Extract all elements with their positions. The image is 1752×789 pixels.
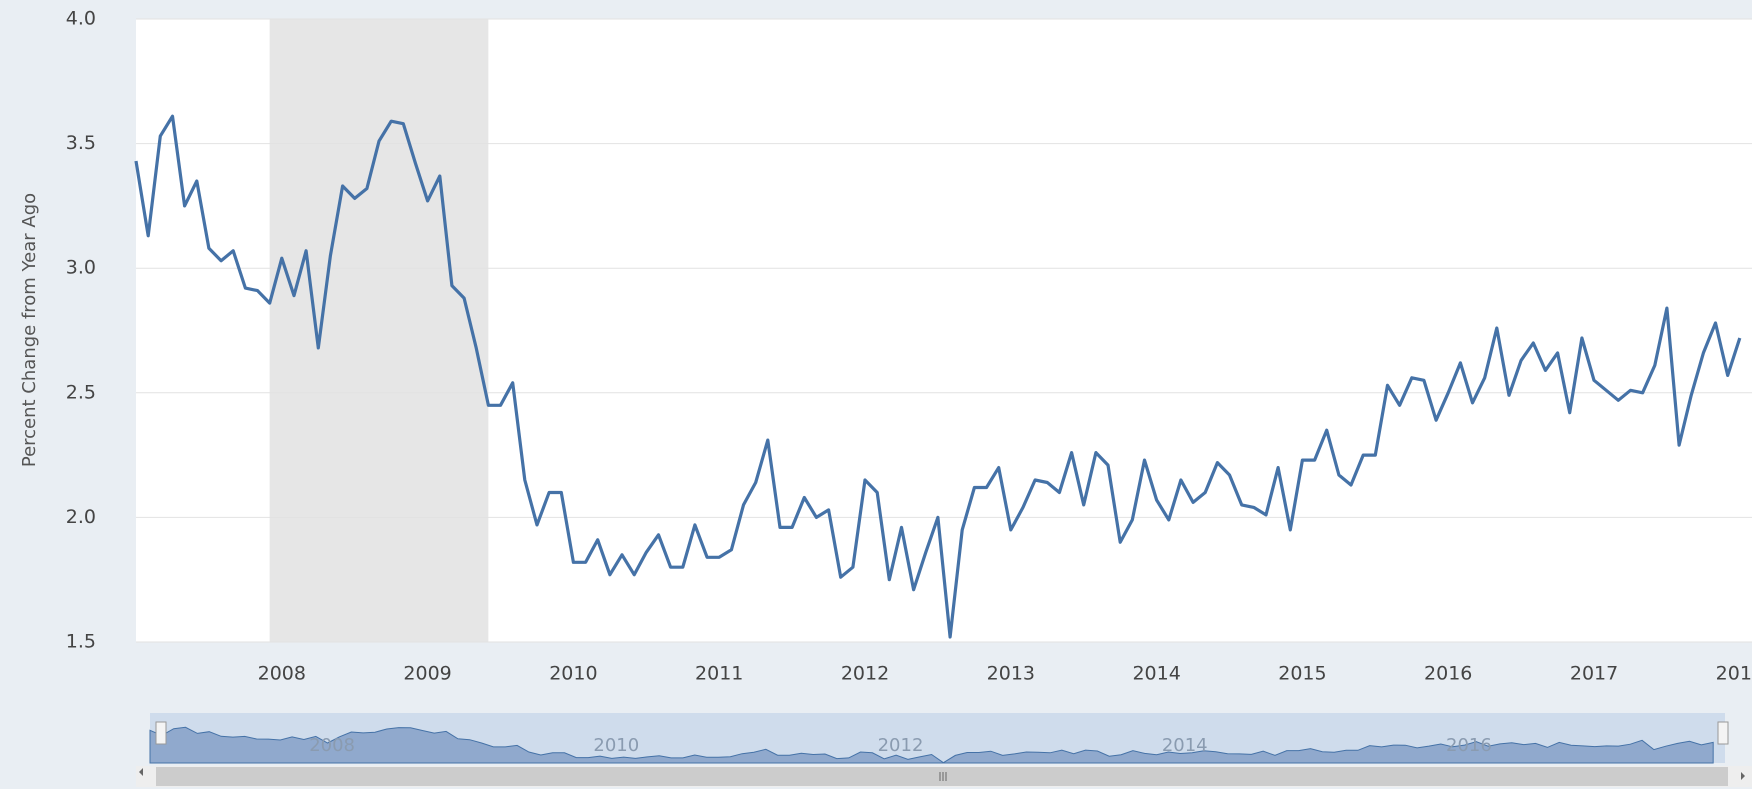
- navigator-handle-left[interactable]: [155, 721, 167, 745]
- lines: [134, 114, 1742, 639]
- navigator-area: [149, 726, 1714, 764]
- navigator-tick-label: 2014: [1162, 735, 1208, 756]
- recessions: [269, 19, 489, 642]
- x-tick-label: 2012: [841, 663, 889, 685]
- scrollbar-grip: [939, 772, 947, 781]
- x-tick-label: 2011: [695, 663, 743, 685]
- x-tick-label: 2017: [1570, 663, 1618, 685]
- grid: [136, 18, 1752, 643]
- x-tick-label: 2018: [1716, 663, 1752, 685]
- x-tick-label: 2009: [403, 663, 451, 685]
- y-axis-label: Percent Change from Year Ago: [19, 193, 40, 467]
- navigator-tick-label: 2016: [1446, 735, 1492, 756]
- navigator-tick-label: 2008: [309, 735, 355, 756]
- y-tick-label: 3.5: [66, 132, 96, 154]
- x-tick-label: 2013: [987, 663, 1035, 685]
- x-tick-label: 2008: [258, 663, 306, 685]
- x-tick-label: 2014: [1132, 663, 1180, 685]
- navigator-tick-label: 2010: [593, 735, 639, 756]
- y-tick-label: 1.5: [66, 631, 96, 653]
- navigator: 2008 2010 2012 2014 2016: [149, 726, 1714, 764]
- scroll-right-arrow[interactable]: [1741, 772, 1745, 780]
- y-tick-label: 2.0: [66, 506, 96, 528]
- scrollbar-thumb[interactable]: [156, 767, 1728, 786]
- scroll-left-arrow[interactable]: [139, 768, 143, 776]
- series-line: [134, 114, 1742, 639]
- x-tick-label: 2016: [1424, 663, 1472, 685]
- y-tick-label: 3.0: [66, 257, 96, 279]
- recession-band: [269, 19, 489, 642]
- navigator-tick-label: 2012: [878, 735, 924, 756]
- x-tick-label: 2015: [1278, 663, 1326, 685]
- navigator-handle-right[interactable]: [1717, 721, 1729, 745]
- y-tick-label: 2.5: [66, 381, 96, 403]
- x-tick-label: 2010: [549, 663, 597, 685]
- y-tick-label: 4.0: [66, 8, 96, 30]
